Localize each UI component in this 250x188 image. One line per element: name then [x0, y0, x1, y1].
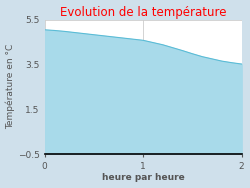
Y-axis label: Température en °C: Température en °C	[6, 44, 15, 130]
Title: Evolution de la température: Evolution de la température	[60, 6, 226, 19]
X-axis label: heure par heure: heure par heure	[102, 174, 184, 182]
